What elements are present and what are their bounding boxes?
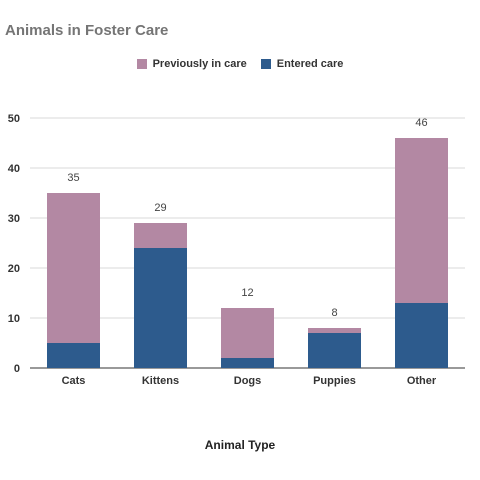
y-tick-label-20: 20 bbox=[8, 263, 20, 275]
y-tick-label-0: 0 bbox=[14, 363, 20, 375]
y-tick-label-10: 10 bbox=[8, 313, 20, 325]
x-tick-label-cats: Cats bbox=[62, 375, 86, 387]
x-tick-label-other: Other bbox=[407, 375, 437, 387]
bar-entered-care-dogs bbox=[221, 358, 274, 368]
legend-swatch-previously-in-care bbox=[136, 59, 147, 69]
x-tick-label-dogs: Dogs bbox=[234, 375, 262, 387]
total-label-kittens: 29 bbox=[154, 202, 166, 214]
x-axis-title: Animal Type bbox=[204, 438, 276, 452]
y-tick-label-50: 50 bbox=[8, 113, 20, 125]
bar-entered-care-puppies bbox=[308, 333, 361, 368]
y-tick-label-40: 40 bbox=[8, 163, 20, 175]
bar-previously-in-care-puppies bbox=[308, 328, 361, 333]
bar-previously-in-care-other bbox=[395, 138, 448, 303]
x-tick-label-kittens: Kittens bbox=[142, 375, 179, 387]
legend-label-previously-in-care: Previously in care bbox=[152, 58, 247, 70]
legend: Previously in care Entered care bbox=[0, 58, 480, 70]
x-tick-label-puppies: Puppies bbox=[313, 375, 356, 387]
total-label-cats: 35 bbox=[67, 172, 79, 184]
bar-previously-in-care-kittens bbox=[134, 223, 187, 248]
chart-title: Animals in Foster Care bbox=[5, 22, 169, 39]
bar-entered-care-other bbox=[395, 303, 448, 368]
bar-entered-care-kittens bbox=[134, 248, 187, 368]
total-label-other: 46 bbox=[415, 117, 427, 129]
bar-previously-in-care-cats bbox=[47, 193, 100, 343]
y-tick-label-30: 30 bbox=[8, 213, 20, 225]
legend-item-entered-care: Entered care bbox=[260, 58, 344, 70]
total-label-dogs: 12 bbox=[241, 287, 253, 299]
total-label-puppies: 8 bbox=[331, 307, 337, 319]
legend-item-previously-in-care: Previously in care bbox=[136, 58, 247, 70]
legend-label-entered-care: Entered care bbox=[276, 58, 344, 70]
bar-entered-care-cats bbox=[47, 343, 100, 368]
bar-previously-in-care-dogs bbox=[221, 308, 274, 358]
legend-swatch-entered-care bbox=[260, 59, 271, 69]
